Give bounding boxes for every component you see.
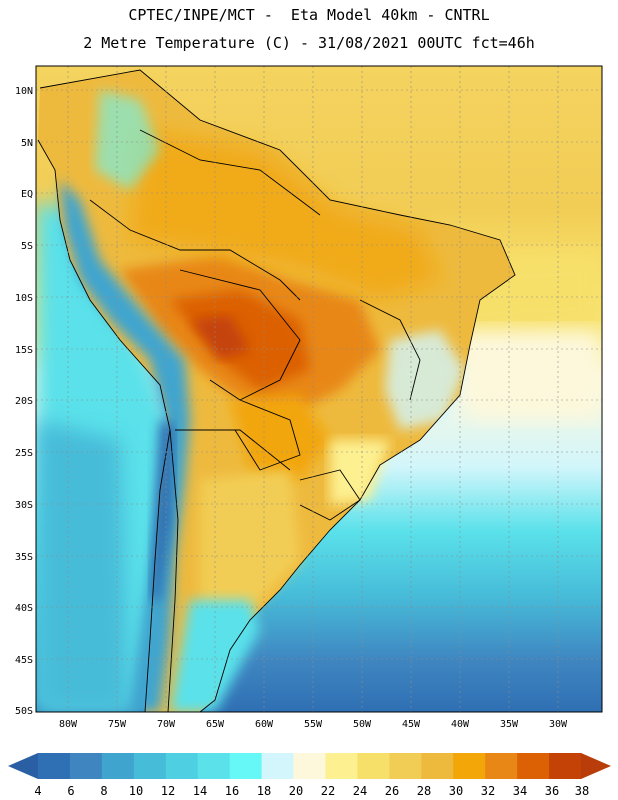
colorbar-swatch bbox=[517, 753, 550, 779]
colorbar-swatch bbox=[549, 753, 582, 779]
colorbar-label: 28 bbox=[417, 784, 431, 798]
colorbar-label: 26 bbox=[385, 784, 399, 798]
colorbar-swatch bbox=[453, 753, 486, 779]
lat-label: 15S bbox=[15, 345, 33, 356]
border-uruguay bbox=[299, 469, 361, 521]
colorbar-label: 8 bbox=[100, 784, 107, 798]
colorbar-label: 4 bbox=[34, 784, 41, 798]
colorbar-swatch bbox=[325, 753, 358, 779]
graticule bbox=[36, 66, 602, 712]
colorbar-label: 16 bbox=[225, 784, 239, 798]
colorbar-labels: 4 6 8 10 12 14 16 18 20 22 24 26 28 30 3… bbox=[34, 784, 589, 798]
argentina-warm bbox=[200, 470, 300, 640]
latitude-labels: 10N 5N EQ 5S 10S 15S 20S 25S 30S 35S 40S… bbox=[15, 86, 33, 717]
andes-coldest bbox=[150, 420, 175, 600]
colorbar-label: 22 bbox=[321, 784, 335, 798]
colorbar-label: 20 bbox=[289, 784, 303, 798]
colorbar-swatch bbox=[485, 753, 518, 779]
colorbar-right-arrow bbox=[581, 753, 611, 779]
lat-label: 40S bbox=[15, 603, 33, 614]
border-peru-brazil bbox=[89, 199, 301, 301]
lat-label: 25S bbox=[15, 448, 33, 459]
lon-label: 55W bbox=[304, 719, 323, 730]
lat-label: 30S bbox=[15, 500, 33, 511]
colorbar-label: 34 bbox=[513, 784, 527, 798]
eastern-brazil-cool bbox=[385, 330, 465, 430]
colorbar-swatch bbox=[421, 753, 454, 779]
lon-label: 45W bbox=[402, 719, 421, 730]
lon-label: 70W bbox=[157, 719, 176, 730]
colorbar-swatches bbox=[38, 753, 582, 779]
lon-label: 50W bbox=[353, 719, 372, 730]
border-argentina-north bbox=[175, 429, 291, 471]
temperature-field bbox=[36, 66, 602, 712]
pacific-cold-water bbox=[36, 420, 130, 712]
north-andes-cool bbox=[95, 90, 160, 190]
lat-label: 10N bbox=[15, 86, 33, 97]
colorbar-label: 38 bbox=[575, 784, 589, 798]
colorbar-swatch bbox=[389, 753, 422, 779]
lon-label: 80W bbox=[59, 719, 78, 730]
peak-heat bbox=[190, 315, 250, 360]
lat-label: 5N bbox=[21, 138, 33, 149]
colorbar-swatch bbox=[357, 753, 390, 779]
border-paraguay bbox=[234, 399, 301, 471]
country-borders bbox=[37, 69, 516, 712]
colorbar-label: 24 bbox=[353, 784, 367, 798]
lon-label: 75W bbox=[108, 719, 127, 730]
colorbar-swatch bbox=[165, 753, 199, 779]
border-bolivia bbox=[179, 269, 301, 401]
colorbar-swatch bbox=[69, 753, 103, 779]
colorbar-label: 18 bbox=[257, 784, 271, 798]
lon-label: 60W bbox=[255, 719, 274, 730]
coastline bbox=[37, 69, 516, 712]
colorbar-label: 6 bbox=[67, 784, 74, 798]
colorbar-swatch bbox=[101, 753, 135, 779]
colorbar-label: 14 bbox=[193, 784, 207, 798]
amazon-warm bbox=[130, 130, 440, 300]
lat-label: 50S bbox=[15, 706, 33, 717]
colorbar-swatch bbox=[133, 753, 167, 779]
border-chile-argentina bbox=[167, 429, 179, 712]
lon-label: 40W bbox=[451, 719, 470, 730]
lat-label: 10S bbox=[15, 293, 33, 304]
colorbar-label: 30 bbox=[449, 784, 463, 798]
south-brazil-mild bbox=[330, 440, 390, 505]
chaco-warm bbox=[230, 395, 330, 480]
colorbar-label: 36 bbox=[545, 784, 559, 798]
chart-title: CPTEC/INPE/MCT - Eta Model 40km - CNTRL bbox=[128, 6, 490, 24]
border-brazil-states bbox=[359, 299, 421, 401]
lon-label: 30W bbox=[549, 719, 568, 730]
colorbar-swatch bbox=[197, 753, 231, 779]
lat-label: 5S bbox=[21, 241, 33, 252]
colorbar-swatch bbox=[261, 753, 295, 779]
lon-label: 65W bbox=[206, 719, 225, 730]
map-frame bbox=[35, 65, 603, 713]
lat-label: 20S bbox=[15, 396, 33, 407]
lat-label: 35S bbox=[15, 552, 33, 563]
colorbar-swatch bbox=[229, 753, 263, 779]
lat-label: EQ bbox=[21, 189, 33, 200]
lat-label: 45S bbox=[15, 655, 33, 666]
colorbar-swatch bbox=[293, 753, 326, 779]
longitude-labels: 80W 75W 70W 65W 60W 55W 50W 45W 40W 35W … bbox=[59, 719, 568, 730]
lon-label: 35W bbox=[500, 719, 519, 730]
colorbar-label: 10 bbox=[129, 784, 143, 798]
chart-subtitle: 2 Metre Temperature (C) - 31/08/2021 00U… bbox=[83, 34, 535, 52]
border-venezuela-brazil bbox=[139, 129, 321, 216]
atlantic-mild-band bbox=[450, 330, 602, 420]
colorbar-left-arrow bbox=[8, 753, 38, 779]
colorbar-swatch bbox=[38, 753, 71, 779]
colorbar-label: 12 bbox=[161, 784, 175, 798]
colorbar: 4 6 8 10 12 14 16 18 20 22 24 26 28 30 3… bbox=[8, 753, 611, 798]
colorbar-label: 32 bbox=[481, 784, 495, 798]
